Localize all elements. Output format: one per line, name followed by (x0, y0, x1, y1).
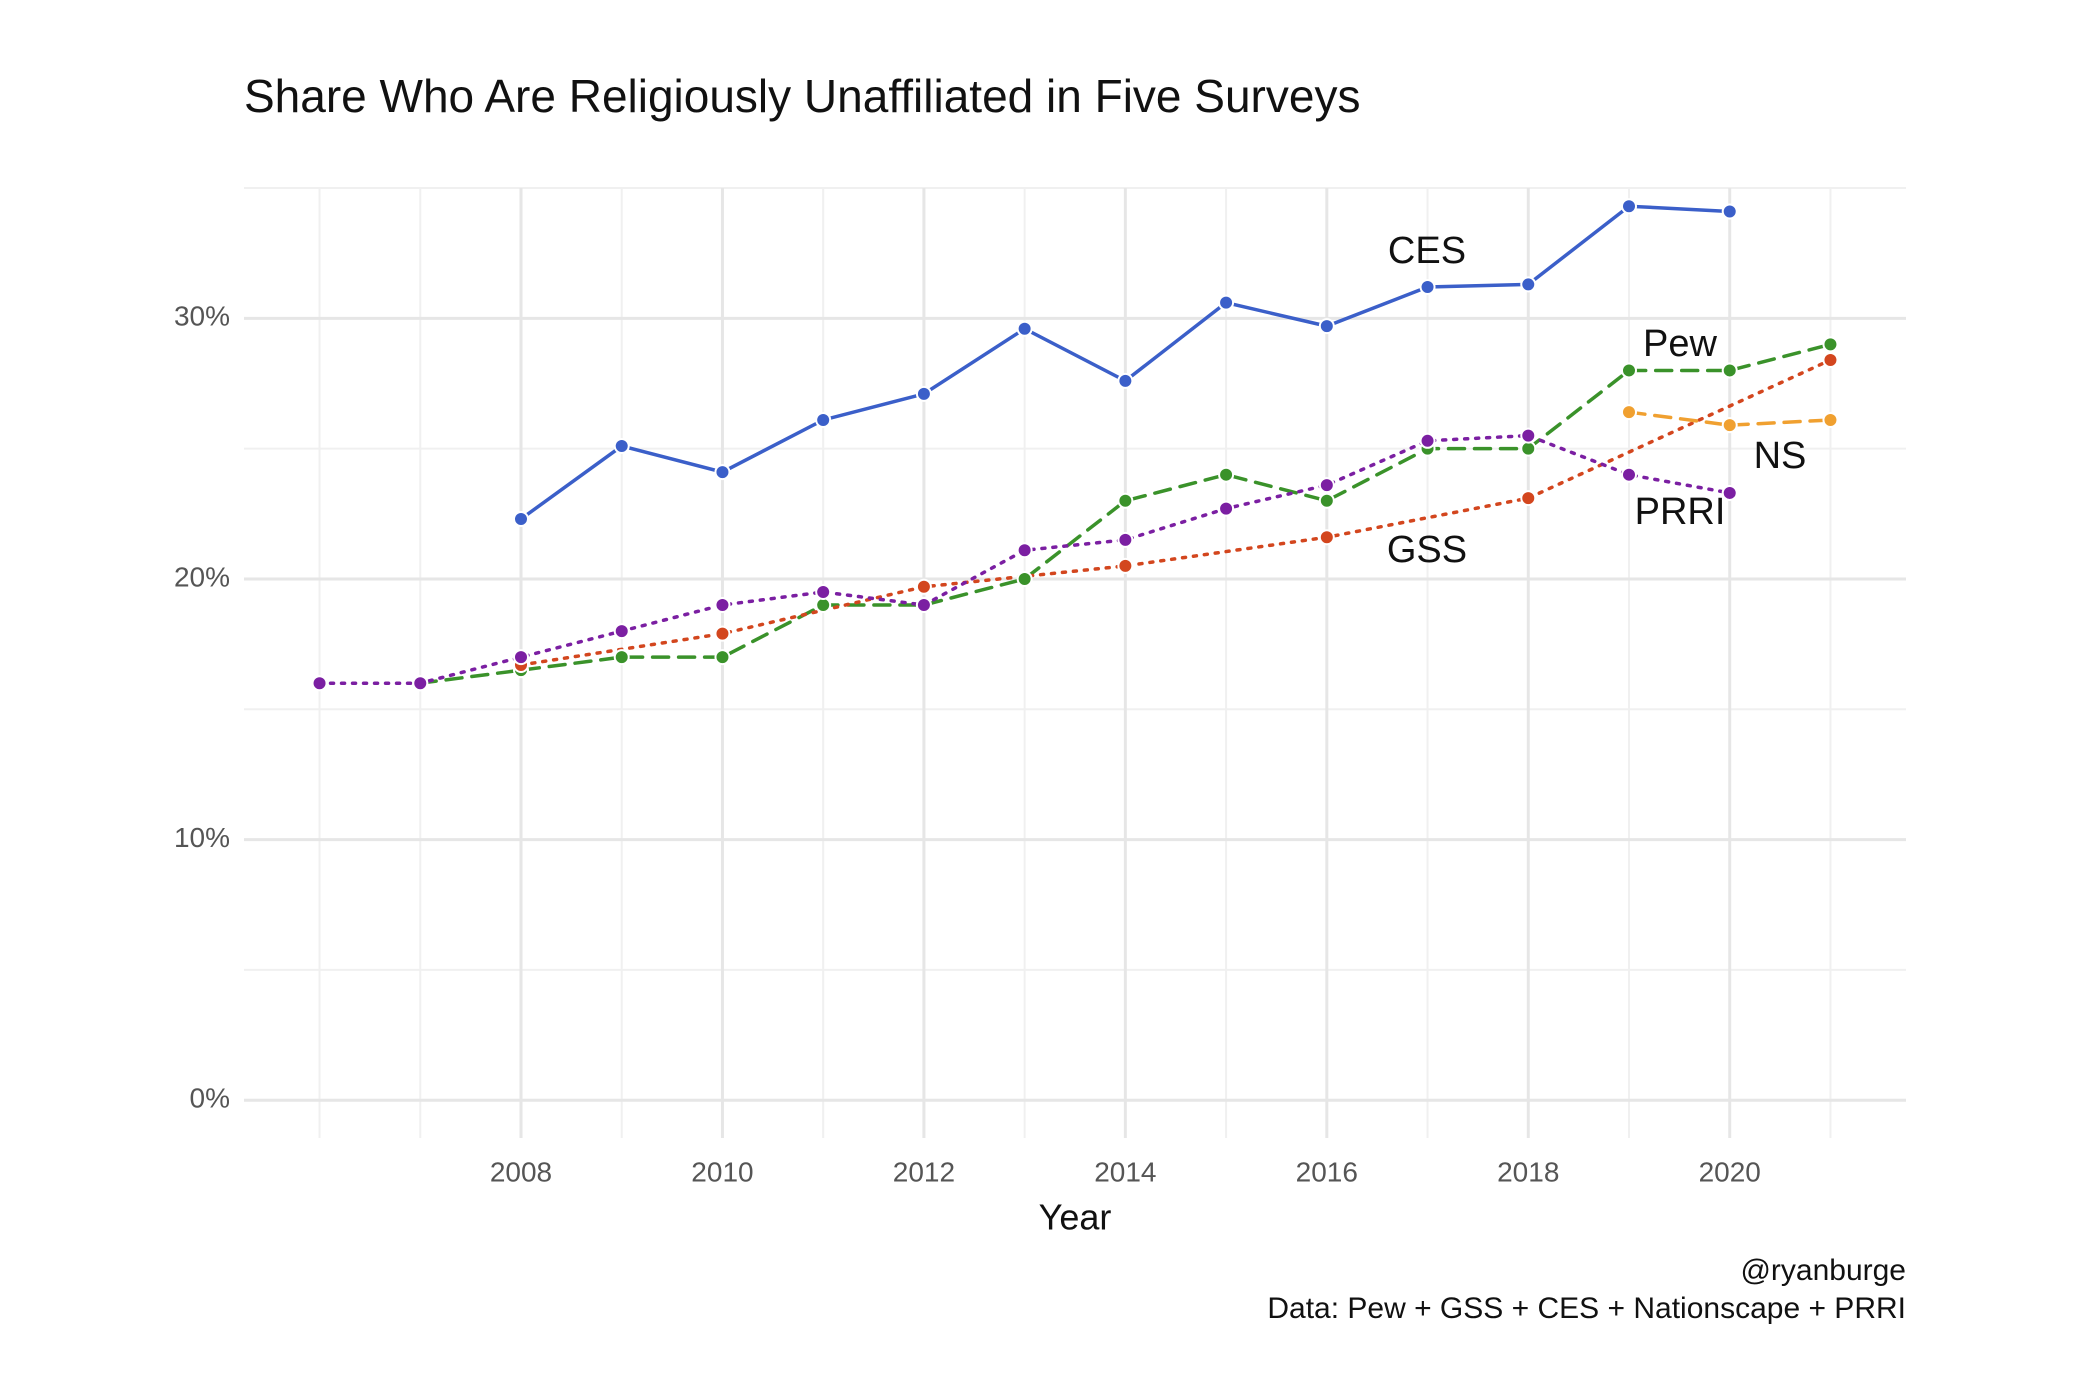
data-point (1117, 531, 1134, 548)
data-point (412, 675, 429, 692)
caption: Data: Pew + GSS + CES + Nationscape + PR… (1267, 1292, 1906, 1325)
chart-title: Share Who Are Religiously Unaffiliated i… (244, 70, 1360, 122)
x-axis-label: Year (1039, 1197, 1112, 1238)
data-point (1520, 440, 1537, 457)
data-point (714, 625, 731, 642)
data-point (714, 464, 731, 481)
y-tick-label: 10% (174, 822, 230, 853)
data-point (714, 649, 731, 666)
data-point (1621, 198, 1637, 215)
x-tick-label: 2018 (1497, 1156, 1559, 1187)
data-point (1016, 542, 1033, 559)
data-point (513, 649, 529, 666)
data-point (513, 511, 529, 528)
x-tick-label: 2016 (1296, 1156, 1358, 1187)
series-line (1627, 410, 1833, 427)
data-point (1318, 477, 1335, 494)
data-point (1520, 490, 1537, 507)
y-tick-label: 30% (174, 301, 230, 332)
x-tick-label: 2010 (691, 1156, 753, 1187)
data-point (613, 649, 630, 666)
data-point (1621, 362, 1637, 379)
data-point (613, 438, 630, 455)
data-point (1822, 336, 1839, 353)
data-point (915, 385, 932, 402)
data-point (1520, 276, 1537, 293)
data-point (1117, 372, 1134, 389)
data-point (1721, 203, 1738, 220)
data-point (1016, 570, 1033, 587)
data-point (815, 411, 832, 428)
series-line (418, 342, 1833, 685)
data-point (1419, 279, 1436, 296)
data-point (1318, 492, 1335, 509)
x-tick-label: 2014 (1094, 1156, 1156, 1187)
data-point (1218, 294, 1235, 311)
series-label: NS (1754, 435, 1807, 477)
data-point (1822, 411, 1839, 428)
y-tick-label: 20% (174, 561, 230, 592)
series-label: PRRI (1635, 491, 1726, 533)
x-tick-label: 2008 (490, 1156, 552, 1187)
y-tick-label: 0% (190, 1083, 230, 1114)
data-point (1822, 352, 1839, 369)
series-label: CES (1388, 230, 1466, 272)
data-point (1621, 404, 1637, 421)
data-point (1318, 529, 1335, 546)
data-point (1721, 417, 1738, 434)
plot: CES Pew GSS NS PRRI (311, 198, 1839, 692)
data-point (815, 597, 832, 614)
data-point (1721, 362, 1738, 379)
x-tick-label: 2012 (893, 1156, 955, 1187)
data-point (613, 623, 630, 640)
data-point (1621, 466, 1637, 483)
data-point (1721, 484, 1738, 501)
grid: 0% 10% 20% 30% 2008 2010 2012 2014 2016 2018 2020 (174, 187, 1906, 1187)
caption: @ryanburge (1740, 1254, 1906, 1287)
data-point (1318, 318, 1335, 335)
data-point (1520, 427, 1537, 444)
data-point (1117, 492, 1134, 509)
data-point (815, 583, 832, 600)
data-point (1016, 320, 1033, 337)
data-point (1218, 466, 1235, 483)
data-point (1419, 432, 1436, 449)
data-point (1218, 500, 1235, 517)
x-tick-label: 2020 (1699, 1156, 1761, 1187)
series-label: Pew (1643, 323, 1717, 365)
data-point (915, 597, 932, 614)
data-point (714, 597, 731, 614)
data-point (915, 578, 932, 595)
data-point (1117, 557, 1134, 574)
data-point (311, 675, 328, 692)
series-label: GSS (1387, 529, 1467, 571)
